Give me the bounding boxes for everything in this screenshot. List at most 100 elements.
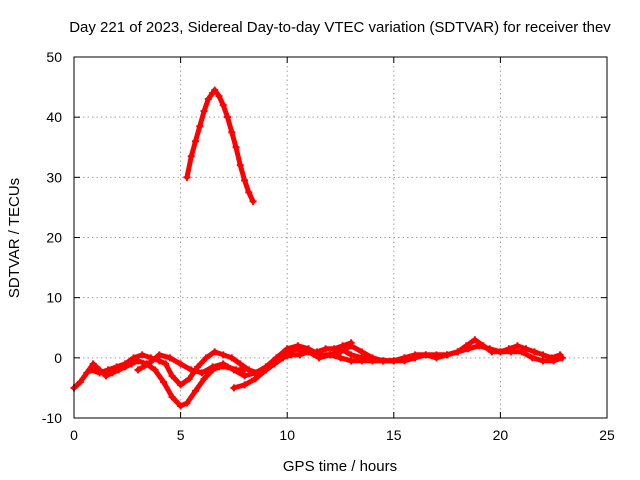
data-point [347,342,355,350]
data-point [211,86,219,94]
data-point [183,173,191,181]
data-point [155,357,163,365]
data-point [130,354,138,362]
x-axis-label: GPS time / hours [283,458,397,475]
data-point [322,345,330,353]
data-point [211,348,219,356]
series-line-track-f [184,87,256,204]
data-point [200,375,208,383]
data-point [160,378,168,386]
y-tick-label: -10 [42,410,62,426]
data-point [556,351,564,359]
data-point [177,360,185,368]
data-point [185,375,193,383]
data-point [283,345,291,353]
data-point [539,351,547,359]
data-point [177,402,185,410]
data-point [83,369,91,377]
data-point [379,357,387,365]
data-point [145,360,153,368]
data-point [305,345,313,353]
data-point [496,348,504,356]
x-tick-label: 10 [279,427,295,443]
data-point [358,348,366,356]
data-point [196,122,204,130]
data-point [454,348,462,356]
data-point [337,345,344,353]
data-point [121,360,129,368]
data-point [400,357,408,365]
data-point [337,354,344,362]
x-tick-label: 25 [599,427,615,443]
data-point [513,342,521,350]
data-point [241,176,249,184]
data-point [224,113,232,121]
data-point [155,351,163,359]
data-point [166,354,174,362]
y-tick-label: 0 [54,350,62,366]
chart-title: Day 221 of 2023, Sidereal Day-to-day VTE… [69,19,611,36]
x-tick-label: 20 [493,427,509,443]
x-tick-label: 5 [177,427,185,443]
data-point [390,357,398,365]
data-point [245,188,253,196]
data-point [236,360,244,368]
data-point [505,345,513,353]
data-point [219,351,227,359]
data-point [249,197,257,205]
data-point [528,354,536,362]
data-point [198,369,206,377]
data-point [296,351,304,359]
y-axis-label: SDTVAR / TECUs [6,178,23,298]
data-point [162,360,170,368]
data-point [294,342,302,350]
data-point [192,137,200,145]
data-point [177,381,185,389]
y-tick-label: 40 [46,109,62,125]
y-tick-label: 10 [46,290,62,306]
data-point [443,351,451,359]
data-point [273,354,281,362]
data-point [262,366,270,374]
data-point [76,378,84,386]
grid [74,57,607,418]
data-point [104,366,112,374]
data-point [87,366,95,374]
data-point [200,107,208,115]
data-point [488,348,496,356]
data-point [219,360,227,368]
data-point [315,351,323,359]
data-point [192,387,200,395]
data-point [432,351,440,359]
data-point [358,354,366,362]
y-tick-label: 20 [46,230,62,246]
y-tick-label: 50 [46,49,62,65]
data-point [89,360,97,368]
data-point [215,92,223,100]
data-point [251,369,259,377]
data-point [230,366,238,374]
data-point [531,348,539,356]
data-point [96,369,104,377]
data-point [422,351,430,359]
data-point [168,393,176,401]
data-point [347,351,355,359]
data-point [209,363,217,371]
data-point [134,366,142,374]
data-point [411,354,419,362]
data-point [539,357,547,365]
data-point [368,357,376,365]
data-point [479,342,487,350]
data-point [326,351,334,359]
data-point [204,95,212,103]
data-point [138,351,146,359]
x-tick-label: 15 [386,427,402,443]
data-point [241,381,249,389]
data-point [113,363,121,371]
data-series [70,86,566,410]
data-point [151,366,159,374]
data-point [187,152,195,160]
data-point [183,399,191,407]
data-point [522,345,530,353]
data-point [236,161,244,169]
